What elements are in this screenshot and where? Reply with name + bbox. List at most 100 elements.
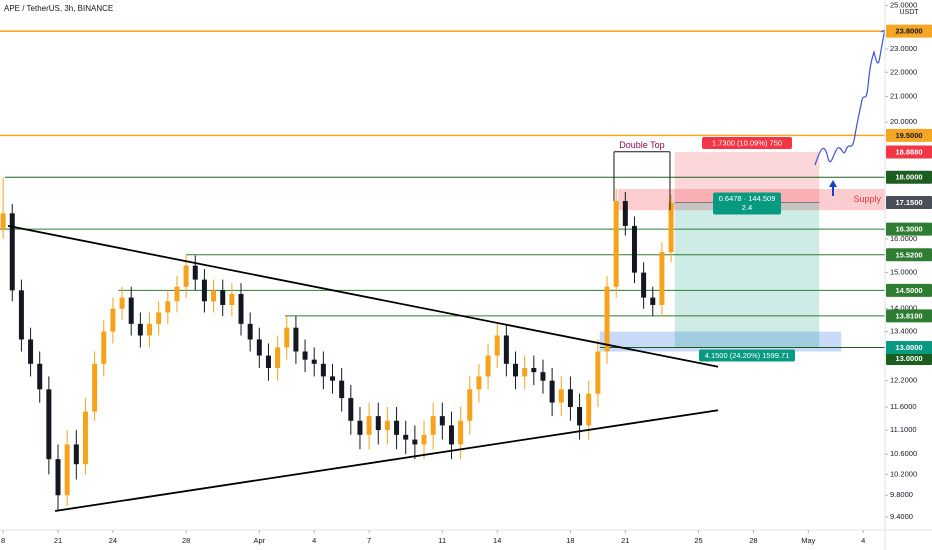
annotations-back (0, 30, 885, 352)
candle-body (320, 363, 326, 377)
price-label: 17.1500 (895, 198, 922, 207)
supply-label: Supply (853, 194, 881, 204)
price-label: 13.8100 (895, 311, 922, 320)
candle-body (458, 420, 464, 445)
x-tick-label: 28 (749, 536, 757, 545)
candle-body (668, 202, 674, 253)
candle-body (659, 252, 665, 305)
x-tick-label: 28 (182, 536, 190, 545)
price-label-box (886, 196, 932, 210)
up-arrow-head (829, 180, 837, 187)
candle-body (247, 323, 253, 340)
candle-body (375, 416, 381, 431)
candle-body (128, 297, 134, 324)
candle-body (201, 279, 207, 302)
candle-body (531, 367, 537, 373)
ratio-label: 2.4 (742, 203, 752, 212)
y-tick-label: 11.6000 (890, 402, 917, 411)
price-label: 18.8880 (895, 148, 922, 157)
candle-body (64, 444, 70, 496)
demand-zone (599, 331, 842, 352)
y-tick-label: 13.4000 (890, 327, 917, 336)
y-tick-label: 22.0000 (890, 67, 917, 76)
target-label-box (699, 349, 796, 362)
x-tick-label: Apr (253, 536, 265, 545)
candle-body (9, 213, 15, 291)
projection-path (814, 29, 886, 166)
candle-body (421, 434, 427, 445)
candle-body (37, 363, 43, 390)
price-label-box (886, 283, 932, 297)
candle-body (631, 225, 637, 273)
y-tick-label: 9.8000 (890, 490, 913, 499)
candle-body (302, 351, 308, 360)
candle-body (46, 389, 52, 460)
price-label-box (886, 309, 932, 323)
candle-body (156, 312, 162, 324)
candle-body (28, 339, 34, 364)
price-label-box (886, 222, 932, 236)
target-label: 4.1500 (24.20%) 1599.71 (705, 351, 790, 360)
candle-body (467, 389, 473, 421)
candle-body (265, 355, 271, 368)
x-tick-label: 21 (54, 536, 62, 545)
y-tick-label: 10.6000 (890, 449, 917, 458)
candle-body (55, 459, 61, 496)
position-target-zone (674, 202, 820, 348)
x-tick-label: 14 (493, 536, 501, 545)
candle-body (256, 339, 262, 356)
candle-body (275, 347, 281, 368)
candle-body (119, 297, 125, 309)
candle-body (567, 389, 573, 408)
candle-body (92, 363, 98, 412)
candle-body (101, 331, 107, 364)
candle-body (73, 444, 79, 465)
candle-body (339, 380, 345, 399)
annotations-front: Supply Double Top 1.7300 (10.09%) 750 0.647… (7, 29, 886, 512)
candle-body (147, 323, 153, 336)
y-tick-label: 23.0000 (890, 44, 917, 53)
y-tick-label: 11.1000 (890, 425, 917, 434)
candle-body (513, 363, 519, 377)
y-tick-label: 15.0000 (890, 268, 917, 277)
entry-label-box (713, 192, 782, 215)
candle-body (448, 425, 454, 445)
y-tick-label: 25.0000 (890, 0, 917, 9)
price-label-box (886, 145, 932, 159)
candle-body (384, 420, 390, 431)
price-label-box (886, 170, 932, 184)
x-tick-label: 4 (312, 536, 316, 545)
chart-title: APE / TetherUS, 3h, BINANCE (4, 4, 113, 13)
candle-body (577, 407, 583, 426)
candle-body (549, 380, 555, 403)
y-tick-label: 16.0000 (890, 234, 917, 243)
price-label: 13.0000 (895, 354, 922, 363)
candle-body (522, 367, 528, 377)
candle-body (366, 416, 372, 435)
x-tick-label: 8 (1, 536, 5, 545)
candle-body (403, 434, 409, 440)
y-tick-label: 21.0000 (890, 92, 917, 101)
trendline (7, 225, 719, 368)
price-label: 15.5200 (895, 250, 922, 259)
x-tick-label: 4 (861, 536, 865, 545)
price-label-box (886, 24, 932, 38)
candle-body (110, 308, 116, 332)
candle-body (430, 416, 436, 435)
candle-body (622, 201, 628, 226)
price-label: 23.8000 (895, 27, 922, 36)
x-tick-label: 25 (694, 536, 702, 545)
candle-body (494, 335, 500, 356)
candle-body (394, 420, 400, 435)
stop-label: 1.7300 (10.09%) 750 (712, 139, 782, 148)
price-label-box (886, 248, 932, 262)
price-label: 18.0000 (895, 173, 922, 182)
candle-body (18, 290, 24, 340)
candle-body (558, 389, 564, 403)
candles (0, 177, 674, 512)
candle-body (238, 293, 244, 324)
price-label-box (886, 351, 932, 365)
candle-body (229, 293, 235, 305)
price-label: 19.5000 (895, 131, 922, 140)
candle-body (503, 335, 509, 364)
